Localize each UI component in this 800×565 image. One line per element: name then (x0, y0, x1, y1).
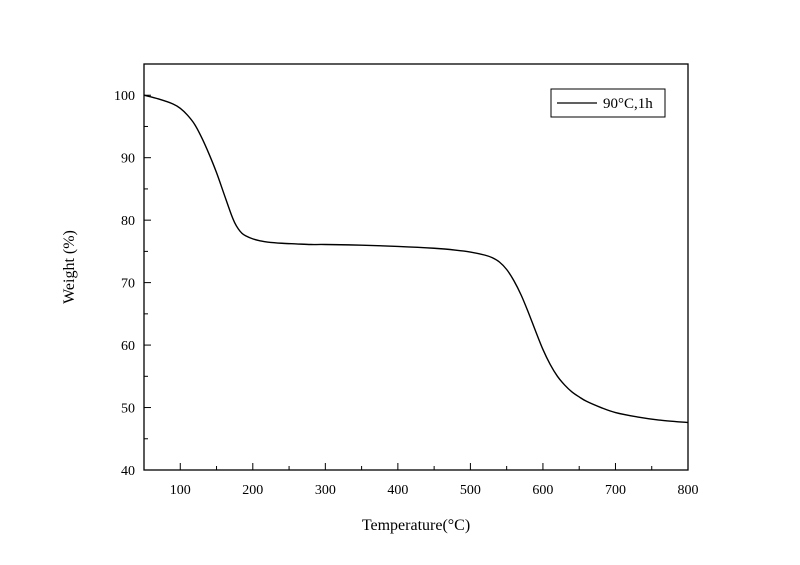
x-tick-label: 200 (242, 483, 263, 498)
x-tick-label: 700 (605, 483, 626, 498)
y-tick-label: 100 (114, 89, 135, 104)
y-tick-label: 50 (121, 402, 135, 417)
legend-label: 90°C,1h (603, 96, 653, 112)
y-tick-label: 40 (121, 464, 135, 479)
y-axis-title: Weight (%) (61, 230, 78, 304)
x-tick-label: 500 (460, 483, 481, 498)
y-tick-label: 80 (121, 214, 135, 229)
y-tick-label: 60 (121, 339, 135, 354)
series-layer (143, 94, 689, 424)
legend: 90°C,1h (550, 88, 666, 118)
plot-frame (143, 63, 689, 471)
series-line (143, 94, 689, 424)
y-axis-ticks: 40 50 60 70 80 90 100 (114, 89, 151, 479)
x-axis-title: Temperature(°C) (362, 517, 470, 534)
x-tick-label: 100 (170, 483, 191, 498)
y-tick-label: 90 (121, 152, 135, 167)
x-tick-label: 800 (678, 483, 699, 498)
x-axis-ticks: 100 200 300 400 500 600 700 800 (170, 463, 699, 498)
x-tick-label: 400 (387, 483, 408, 498)
x-tick-label: 300 (315, 483, 336, 498)
y-tick-label: 70 (121, 277, 135, 292)
x-tick-label: 600 (532, 483, 553, 498)
